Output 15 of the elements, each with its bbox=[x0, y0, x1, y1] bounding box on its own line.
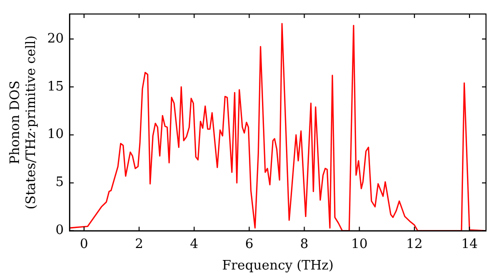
x-tick-label: 8 bbox=[300, 236, 308, 252]
x-axis-title: Frequency (THz) bbox=[222, 258, 334, 274]
y-tick-label: 20 bbox=[47, 31, 64, 46]
y-tick-label: 15 bbox=[47, 79, 64, 94]
x-tick-label: 10 bbox=[351, 236, 368, 252]
x-tick-label: 6 bbox=[245, 236, 254, 252]
x-tick-label: 0 bbox=[80, 236, 88, 252]
x-tick-label: 14 bbox=[461, 236, 478, 252]
x-tick-label: 2 bbox=[134, 236, 144, 252]
x-tick-label: 4 bbox=[190, 236, 198, 252]
x-tick-label: 12 bbox=[406, 236, 423, 252]
y-tick-label: 10 bbox=[47, 127, 64, 142]
y-tick-label: 0 bbox=[55, 223, 64, 238]
y-tick-label: 5 bbox=[55, 175, 64, 190]
y-axis-title: Phonon DOS (States/THz·primitive cell) bbox=[8, 35, 39, 210]
